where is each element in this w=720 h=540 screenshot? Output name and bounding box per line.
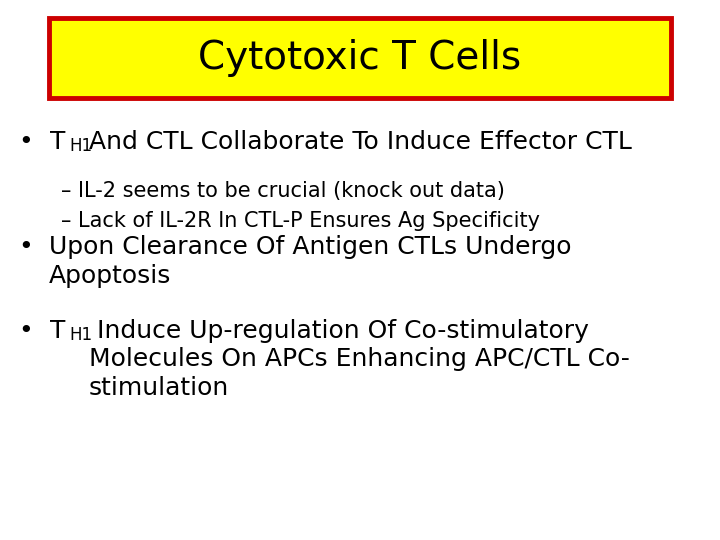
Text: – IL-2 seems to be crucial (knock out data): – IL-2 seems to be crucial (knock out da… <box>61 181 505 201</box>
Text: T: T <box>50 130 66 153</box>
Text: Cytotoxic T Cells: Cytotoxic T Cells <box>199 39 521 77</box>
Text: •: • <box>18 130 32 153</box>
Text: H1: H1 <box>70 326 93 343</box>
Text: Induce Up-regulation Of Co-stimulatory
Molecules On APCs Enhancing APC/CTL Co-
s: Induce Up-regulation Of Co-stimulatory M… <box>89 319 629 400</box>
Text: And CTL Collaborate To Induce Effector CTL: And CTL Collaborate To Induce Effector C… <box>89 130 631 153</box>
Text: H1: H1 <box>70 137 93 154</box>
Text: Upon Clearance Of Antigen CTLs Undergo
Apoptosis: Upon Clearance Of Antigen CTLs Undergo A… <box>49 235 572 288</box>
Text: •: • <box>18 235 32 259</box>
Text: •: • <box>18 319 32 342</box>
Text: T: T <box>50 319 66 342</box>
Text: – Lack of IL-2R In CTL-P Ensures Ag Specificity: – Lack of IL-2R In CTL-P Ensures Ag Spec… <box>61 211 540 231</box>
FancyBboxPatch shape <box>49 18 671 98</box>
